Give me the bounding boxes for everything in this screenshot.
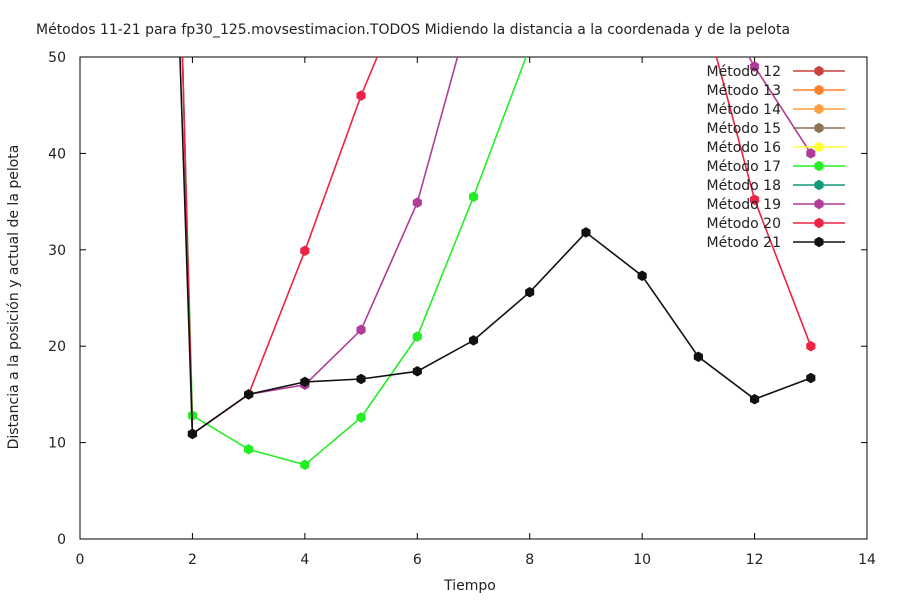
data-point	[300, 459, 310, 471]
series-line	[181, 57, 527, 466]
chart-title: Métodos 11-21 para fp30_125.movsestimaci…	[36, 22, 790, 38]
y-axis: 0 10 20 30 40 50	[48, 50, 867, 548]
legend-entry: Método 14	[707, 102, 845, 118]
legend-entry: Método 20	[707, 216, 845, 232]
legend-label: Método 17	[707, 159, 781, 175]
x-tick-label: 10	[633, 552, 651, 568]
legend-entry: Método 17	[707, 159, 845, 175]
data-point	[806, 372, 816, 384]
legend-label: Método 16	[707, 140, 782, 156]
legend-entry: Método 16	[707, 140, 845, 156]
data-point	[356, 90, 366, 101]
x-tick-label: 14	[858, 552, 876, 568]
series-layer	[179, 57, 816, 471]
x-tick-label: 6	[413, 552, 422, 568]
data-point	[749, 61, 760, 72]
legend-label: Método 20	[707, 216, 781, 232]
legend-swatch-marker	[814, 65, 824, 77]
data-point	[187, 428, 198, 440]
series-21	[179, 57, 816, 440]
x-axis: 0 2 4 6 8 10 12 14	[76, 57, 876, 568]
legend-entry: Método 19	[707, 197, 845, 213]
data-point	[693, 351, 703, 363]
legend: Método 12 Método 13 Método 14 Método 15 Méto…	[707, 64, 845, 251]
data-point	[356, 324, 366, 336]
legend-label: Método 19	[707, 197, 781, 213]
legend-swatch-marker	[814, 122, 824, 134]
legend-swatch-marker	[814, 217, 824, 229]
y-tick-label: 0	[57, 532, 66, 548]
data-point	[244, 389, 254, 400]
data-point	[806, 340, 816, 352]
legend-label: Método 12	[707, 64, 781, 80]
y-axis-label: Distancia a la posición y actual de la p…	[6, 145, 22, 450]
data-point	[468, 191, 479, 203]
x-axis-label: Tiempo	[443, 578, 496, 594]
x-tick-label: 0	[76, 552, 85, 568]
legend-label: Método 15	[707, 121, 781, 137]
data-point	[356, 373, 366, 385]
legend-swatch-marker	[814, 103, 824, 115]
x-tick-label: 12	[746, 552, 764, 568]
plot-frame	[79, 56, 868, 540]
legend-swatch-marker	[814, 236, 824, 248]
data-point	[300, 245, 310, 257]
y-tick-label: 20	[48, 339, 66, 355]
y-tick-label: 10	[48, 436, 66, 452]
data-point	[806, 148, 816, 159]
legend-swatch-marker	[814, 141, 824, 153]
series-17	[181, 57, 527, 471]
legend-swatch-marker	[814, 160, 824, 172]
x-tick-label: 8	[525, 552, 534, 568]
data-point	[637, 270, 647, 282]
legend-swatch-marker	[814, 198, 824, 210]
legend-label: Método 21	[707, 235, 781, 251]
data-point	[581, 227, 591, 238]
legend-entry: Método 21	[707, 235, 845, 251]
data-point	[412, 197, 422, 208]
data-point	[244, 444, 254, 455]
y-tick-label: 40	[48, 146, 66, 162]
data-point	[412, 366, 422, 377]
legend-label: Método 13	[707, 83, 781, 99]
x-tick-label: 4	[300, 552, 309, 568]
legend-entry: Método 15	[707, 121, 845, 137]
data-point	[356, 412, 366, 423]
data-point	[749, 194, 760, 205]
data-point	[749, 393, 760, 405]
data-point	[525, 286, 535, 298]
legend-label: Método 14	[707, 102, 782, 118]
y-tick-label: 30	[48, 243, 66, 259]
legend-entry: Método 13	[707, 83, 845, 99]
data-point	[412, 331, 422, 342]
data-point	[300, 376, 310, 388]
legend-swatch-marker	[814, 84, 824, 96]
legend-entry: Método 12	[707, 64, 845, 80]
x-tick-label: 2	[188, 552, 197, 568]
legend-entry: Método 18	[707, 178, 845, 194]
legend-swatch-marker	[814, 179, 824, 191]
y-tick-label: 50	[48, 50, 66, 66]
data-point	[468, 335, 479, 346]
legend-label: Método 18	[707, 178, 781, 194]
